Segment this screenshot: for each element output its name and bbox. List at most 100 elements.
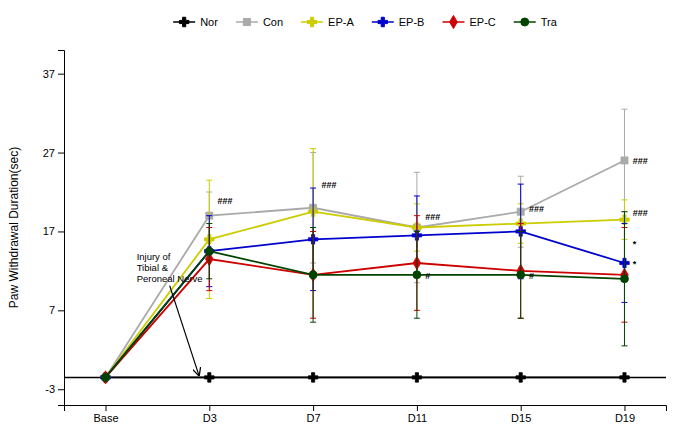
series-line	[106, 231, 625, 377]
y-tick-mark	[58, 389, 64, 390]
y-tick-mark	[58, 310, 64, 311]
error-bar	[206, 216, 212, 287]
series-line	[106, 259, 625, 377]
annotation-line: Peroneal Nerve	[137, 273, 203, 284]
annotation: ###	[218, 196, 233, 206]
legend-item: EP-A	[301, 16, 354, 28]
error-bar	[518, 231, 524, 318]
x-tick-label: D19	[615, 412, 635, 424]
point	[102, 374, 109, 381]
point	[205, 373, 214, 382]
y-tick: 7	[49, 304, 64, 316]
x-tick: D7	[307, 405, 321, 424]
legend-item: Nor	[173, 16, 218, 28]
annotation: ###	[425, 212, 440, 222]
annotation: *	[633, 239, 637, 249]
annotation: ###	[633, 208, 648, 218]
y-axis: -3 7 17 27 37	[43, 51, 65, 406]
series	[102, 109, 628, 381]
y-tick: -3	[45, 383, 64, 395]
error-bar	[621, 212, 627, 346]
plot-area	[64, 109, 666, 384]
annotation: ###	[529, 204, 544, 214]
x-tick: D3	[203, 405, 217, 424]
y-tick-label: 27	[43, 147, 55, 159]
y-tick-mark	[58, 231, 64, 232]
legend-label: EP-A	[328, 16, 354, 28]
legend-label: Con	[263, 16, 283, 28]
legend-swatch-marker	[243, 18, 250, 25]
point	[205, 247, 213, 255]
x-tick-mark	[521, 405, 522, 411]
error-bar	[310, 228, 316, 323]
x-tick-label: D15	[511, 412, 531, 424]
series	[101, 149, 629, 383]
x-tick-mark	[624, 405, 625, 411]
legend: Nor Con EP-A EP-B EP-C Tra	[173, 15, 558, 28]
legend-item: EP-C	[442, 15, 495, 28]
series	[102, 212, 629, 382]
y-axis-title: Paw Withdrawal Duration(sec)	[7, 147, 21, 308]
series	[102, 216, 629, 384]
point	[620, 373, 629, 382]
legend-label: Nor	[200, 16, 218, 28]
baseline	[64, 377, 666, 379]
point	[621, 157, 628, 164]
annotation: *	[633, 259, 637, 269]
legend-swatch-marker	[378, 17, 387, 26]
y-tick-mark	[58, 153, 64, 154]
series-line	[106, 212, 625, 378]
annotation-arrow	[170, 286, 199, 376]
legend-swatch-marker	[450, 15, 458, 28]
arrow-annotation: Injury ofTibial &Peroneal Nerve	[137, 251, 203, 284]
x-tick-label: Base	[93, 412, 118, 424]
x-tick-mark	[209, 405, 210, 411]
error-bar	[206, 224, 212, 279]
legend-swatch-marker	[307, 17, 316, 26]
x-tick-mark	[106, 405, 107, 411]
point	[412, 373, 421, 382]
point	[308, 373, 317, 382]
series-line	[106, 376, 625, 378]
point	[413, 271, 421, 279]
annotation-line: Injury of	[137, 251, 171, 262]
legend-label: Tra	[541, 16, 558, 28]
point	[102, 373, 110, 381]
legend-label: EP-C	[469, 16, 495, 28]
x-tick-label: D3	[203, 412, 217, 424]
x-tick-label: D11	[408, 412, 427, 424]
point	[309, 271, 317, 279]
error-bar	[621, 109, 627, 212]
x-tick: D11	[408, 405, 427, 424]
y-tick-label: 17	[43, 225, 55, 237]
annotation-line: Tibial &	[137, 262, 169, 273]
annotation: #	[529, 271, 534, 281]
annotation: ###	[633, 156, 648, 166]
chart: -3 7 17 27 37 Base D3 D7 D11 D15 D19 Paw Withdrawal…	[0, 0, 686, 437]
y-tick: 37	[43, 68, 64, 80]
x-tick: D19	[615, 405, 635, 424]
y-tick: 17	[43, 225, 64, 237]
legend-item: Tra	[514, 16, 558, 28]
error-bar	[414, 231, 420, 318]
legend-swatch-marker	[179, 17, 188, 26]
legend-item: EP-B	[372, 16, 425, 28]
annotation: #	[425, 271, 430, 281]
point	[620, 275, 628, 283]
series-line	[106, 160, 625, 377]
y-tick-label: 37	[43, 68, 55, 80]
x-tick-mark	[313, 405, 314, 411]
x-tick: D15	[511, 405, 531, 424]
x-axis-line	[65, 406, 667, 412]
x-tick: Base	[93, 405, 118, 424]
point	[517, 271, 525, 279]
x-axis: Base D3 D7 D11 D15 D19	[65, 405, 667, 424]
x-tick-label: D7	[307, 412, 321, 424]
point	[516, 373, 525, 382]
y-axis-line	[58, 51, 65, 406]
annotation: ###	[321, 180, 336, 190]
series	[101, 184, 629, 382]
legend-item: Con	[236, 16, 283, 28]
y-tick-label: -3	[45, 383, 55, 395]
annotations: ####################**Injury ofTibial &P…	[137, 156, 648, 375]
